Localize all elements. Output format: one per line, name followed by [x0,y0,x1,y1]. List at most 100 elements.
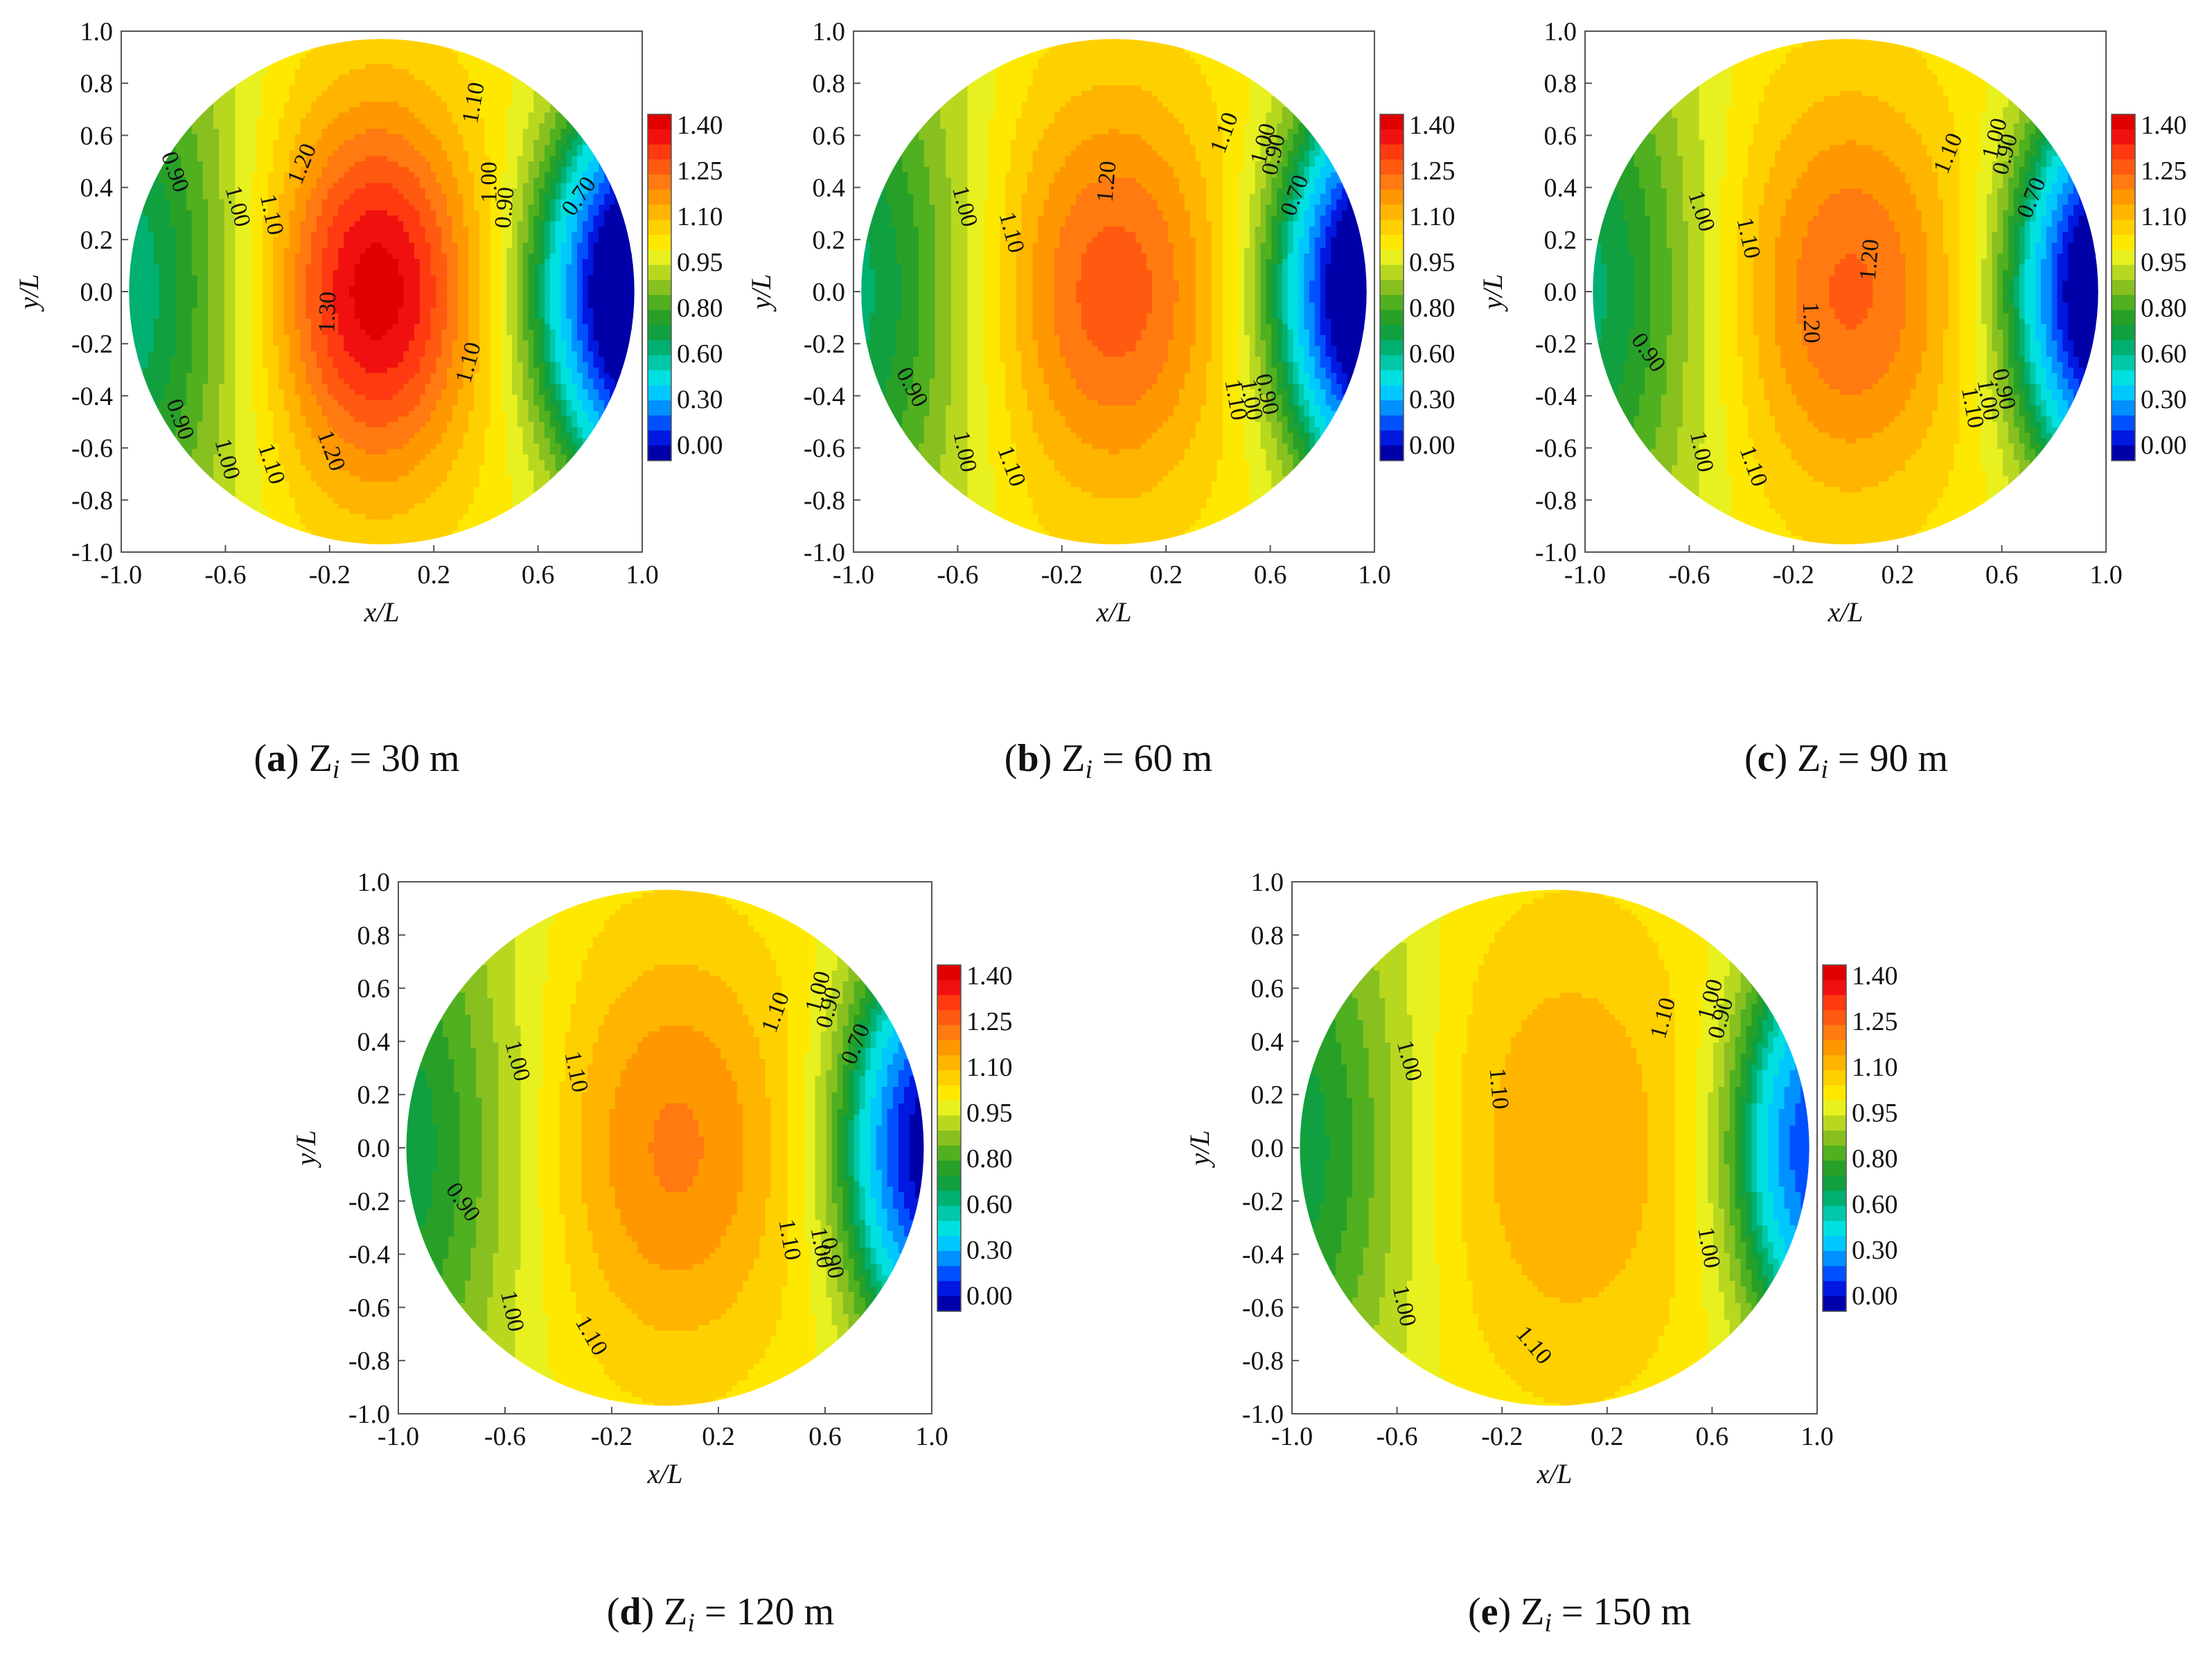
x-axis-label: x/L [1536,1458,1572,1489]
colorbar-swatch [648,370,671,386]
x-tick-label: 0.6 [1696,1422,1729,1451]
colorbar-swatch [1823,1100,1846,1116]
caption-subscript: i [1085,755,1092,784]
colorbar-swatch [648,280,671,296]
y-tick-label: 0.4 [1251,1027,1284,1056]
x-tick-label: 0.2 [1881,560,1914,589]
colorbar-swatch [2112,430,2135,446]
y-tick-label: -0.6 [804,434,845,463]
colorbar-label: 0.60 [1852,1190,1898,1219]
colorbar-swatch [2112,385,2135,401]
y-tick-label: 0.2 [357,1081,391,1110]
y-tick-label: -0.8 [71,486,113,515]
colorbar-swatch [1823,1115,1846,1131]
colorbar-swatch [1823,1070,1846,1086]
colorbar-swatch [937,1175,961,1191]
colorbar-swatch [2112,325,2135,341]
caption-letter: e [1481,1590,1498,1633]
colorbar-swatch [648,325,671,341]
colorbar-swatch [1823,1130,1846,1146]
y-tick-label: -0.4 [1242,1241,1284,1270]
colorbar-label: 0.60 [677,339,723,369]
colorbar-swatch [1380,159,1404,175]
colorbar: 1.40 1.25 1.10 0.95 0.80 0.60 0.30 0.00 [937,961,1013,1312]
colorbar-swatch [2112,114,2135,130]
colorbar-swatch [2112,129,2135,145]
contour-label: 1.20 [1092,160,1122,203]
y-tick-label: -0.6 [1535,434,1577,463]
colorbar-label: 1.40 [1409,111,1456,140]
y-tick-label: 0.2 [1251,1081,1284,1110]
colorbar-swatch [2112,220,2135,236]
colorbar-swatch [1823,1221,1846,1236]
contour-label: 1.20 [1855,238,1884,281]
y-tick-label: 0.0 [80,278,114,307]
colorbar-swatch [1380,340,1404,356]
y-tick-label: 0.8 [80,69,114,98]
colorbar-swatch [937,995,961,1011]
x-tick-label: -1.0 [1271,1422,1313,1451]
colorbar-label: 0.80 [1409,294,1456,323]
colorbar-label: 0.00 [966,1281,1013,1311]
colorbar-swatch [1380,325,1404,341]
y-axis-label: y/L [290,1130,321,1168]
x-tick-label: -0.2 [1773,560,1814,589]
y-tick-label: -0.2 [1242,1187,1284,1216]
y-tick-label: -1.0 [804,538,845,567]
caption-variable: Z [1061,737,1085,780]
colorbar-swatch [1380,265,1404,281]
colorbar-label: 1.40 [2141,111,2187,140]
y-tick-label: 1.0 [1251,868,1284,897]
colorbar-swatch [937,1130,961,1146]
x-tick-label: -0.2 [309,560,351,589]
caption-paren-open: ( [254,737,267,780]
y-tick-label: -0.8 [804,486,845,515]
y-tick-label: 1.0 [813,17,846,46]
panel-d: 1.0 0.8 0.6 0.4 0.2 0.0 -0.2 -0.4 -0.6 -0.8 -1.0-1… [290,868,1013,1489]
colorbar-swatch [1380,310,1404,326]
colorbar-swatch [2112,355,2135,371]
x-tick-label: 1.0 [1800,1422,1834,1451]
caption-value: = 60 m [1092,737,1212,780]
colorbar-swatch [648,220,671,236]
colorbar-swatch [1380,400,1404,416]
contour-label: 1.30 [314,291,341,333]
caption-variable: Z [309,737,333,780]
colorbar-label: 1.10 [1409,202,1456,231]
contour-label: 1.10 [1484,1067,1513,1110]
colorbar-swatch [2112,400,2135,416]
caption-paren-open: ( [607,1590,620,1633]
x-tick-label: 1.0 [2089,560,2123,589]
colorbar-swatch [2112,310,2135,326]
y-tick-label: 0.6 [1251,975,1284,1004]
colorbar-swatch [1380,355,1404,371]
y-tick-label: 0.8 [1251,921,1284,950]
caption-paren-close: ) [642,1590,664,1633]
panel-caption: (b) Zi = 60 m [1005,737,1212,784]
y-tick-label: -0.8 [348,1347,390,1376]
colorbar-label: 0.80 [677,294,723,323]
colorbar-swatch [648,174,671,190]
colorbar-swatch [2112,265,2135,281]
colorbar-swatch [937,1010,961,1026]
caption-variable: Z [664,1590,687,1633]
caption-subscript: i [333,755,340,784]
panel-caption: (e) Zi = 150 m [1468,1590,1691,1638]
y-tick-label: 0.6 [813,121,846,150]
y-tick-label: -0.6 [71,434,113,463]
x-tick-label: -0.2 [1481,1422,1523,1451]
x-tick-label: 0.6 [808,1422,842,1451]
colorbar-swatch [1823,1010,1846,1026]
colorbar-label: 0.80 [966,1144,1013,1173]
colorbar-label: 1.25 [1852,1007,1898,1036]
x-tick-label: 0.6 [522,560,555,589]
colorbar-swatch [2112,445,2135,461]
colorbar-swatch [1823,1281,1846,1297]
colorbar-label: 0.80 [2141,294,2187,323]
y-tick-label: 0.0 [357,1134,391,1163]
y-tick-label: -1.0 [348,1400,390,1429]
colorbar-label: 0.30 [1852,1236,1898,1265]
caption-subscript: i [1821,755,1828,784]
colorbar: 1.40 1.25 1.10 0.95 0.80 0.60 0.30 0.00 [647,111,723,461]
